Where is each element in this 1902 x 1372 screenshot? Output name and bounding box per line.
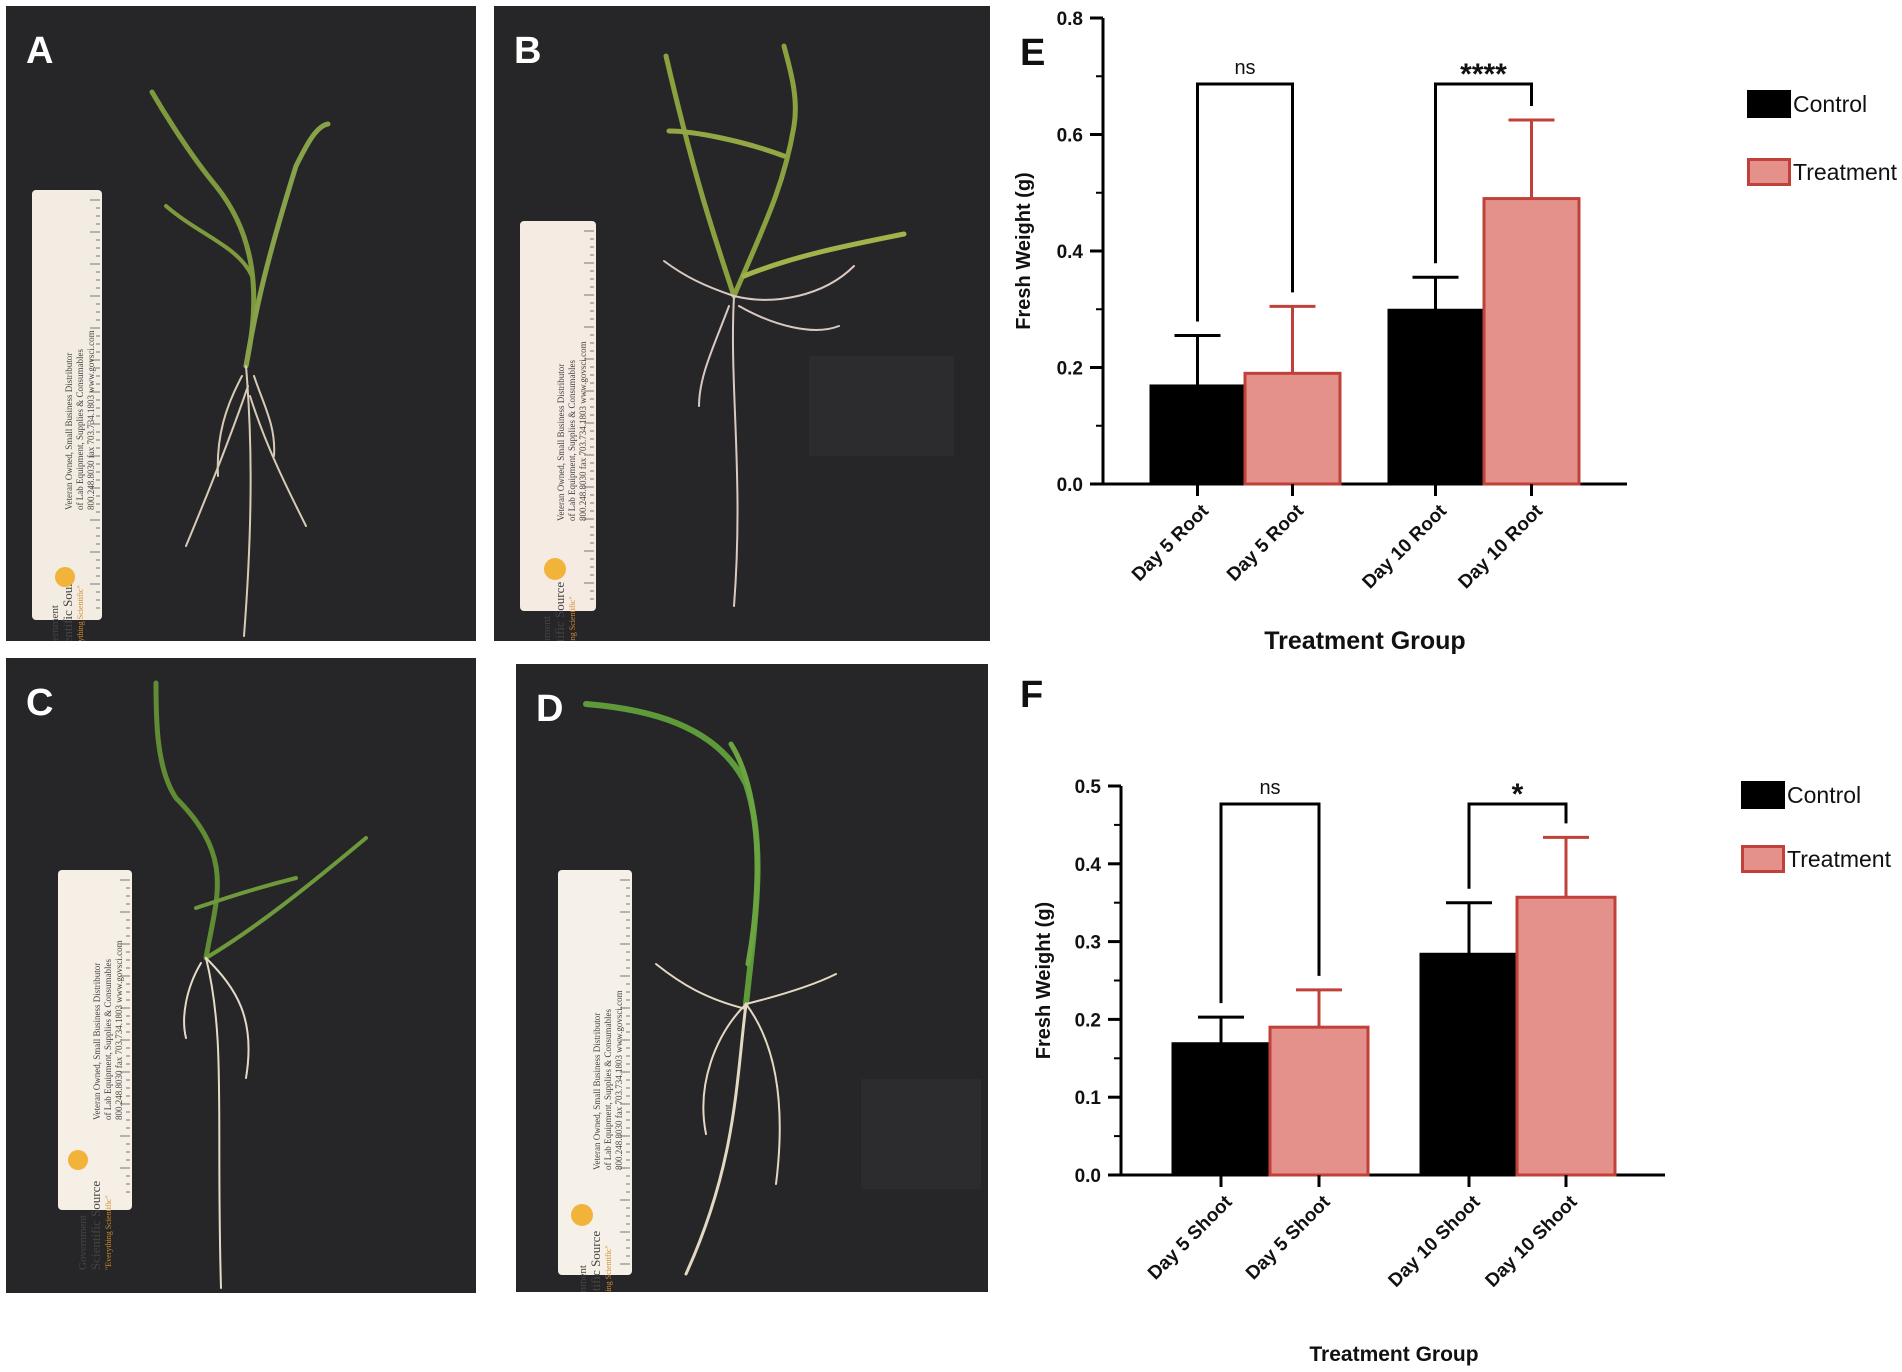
legend-swatch-control (1741, 781, 1785, 809)
y-axis-label: Fresh Weight (g) (1013, 172, 1035, 329)
ruler-text: Veteran Owned, Small Business Distributo… (49, 330, 96, 641)
photo-panel-c: Veteran Owned, Small Business Distributo… (6, 658, 476, 1293)
panel-label-b: B (514, 30, 542, 72)
ruler-b: Veteran Owned, Small Business Distributo… (520, 221, 596, 641)
legend-label-treatment: Treatment (1787, 845, 1891, 872)
bar-control (1419, 952, 1519, 1176)
ruler-d: Veteran Owned, Small Business Distributo… (558, 870, 632, 1292)
x-tick-label: Day 10 Shoot (1385, 1191, 1485, 1291)
y-tick-label: 0.0 (1057, 475, 1083, 496)
seedling-a (149, 89, 331, 637)
panel-label-e: E (1020, 32, 1046, 74)
seedling-photo-a: Veteran Owned, Small Business Distributo… (6, 6, 476, 641)
seedling-c (153, 680, 368, 1289)
ruler-text: Veteran Owned, Small Business Distributo… (77, 940, 124, 1270)
panel-label-d: D (536, 688, 564, 730)
ruler-body (520, 221, 596, 611)
legend-item-control: Control (1741, 778, 1891, 812)
y-tick-label: 0.8 (1057, 9, 1083, 30)
chart-e: 0.0 0.2 0.4 0.6 0.8 Fresh Weight (g) Day 5 Roo… (0, 0, 1902, 670)
panel-label-f: F (1020, 674, 1044, 716)
bar-treatment (1515, 895, 1617, 1177)
x-tick-label: Day 5 Shoot (1242, 1191, 1335, 1284)
ruler-logo-icon (55, 567, 75, 587)
y-tick-label: 0.4 (1075, 855, 1102, 876)
ruler-a: Veteran Owned, Small Business Distributo… (32, 190, 102, 641)
legend-item-treatment: Treatment (1747, 155, 1897, 189)
legend-f: Control Treatment (1741, 778, 1891, 910)
legend-swatch-treatment (1741, 845, 1785, 873)
y-tick-label: 0.0 (1075, 1166, 1101, 1187)
ruler-c: Veteran Owned, Small Business Distributo… (58, 870, 132, 1270)
panel-label-a: A (26, 30, 54, 72)
panel-label-c: C (26, 682, 54, 724)
y-tick-label: 0.2 (1075, 1010, 1101, 1031)
photo-panel-b: Veteran Owned, Small Business Distributo… (494, 6, 990, 641)
ruler-text: Veteran Owned, Small Business Distributo… (577, 990, 624, 1292)
y-tick-label: 0.2 (1057, 359, 1083, 380)
legend-label-treatment: Treatment (1793, 158, 1897, 185)
significance-bracket (1219, 802, 1321, 1004)
y-tick-label: 0.3 (1075, 933, 1101, 954)
y-tick-label: 0.6 (1057, 126, 1083, 147)
legend-swatch-treatment (1747, 158, 1791, 186)
legend-label-control: Control (1793, 90, 1868, 117)
ruler-logo-icon (544, 558, 566, 580)
legend-e: Control Treatment (1747, 87, 1897, 223)
ruler-body (58, 870, 132, 1210)
ruler-logo-icon (68, 1150, 88, 1170)
bar-treatment (1482, 197, 1581, 486)
seedling-photo-b: Veteran Owned, Small Business Distributo… (494, 6, 990, 641)
bar-treatment (1268, 1025, 1370, 1177)
seedling-photo-c: Veteran Owned, Small Business Distributo… (6, 658, 476, 1293)
seedling-b (663, 43, 907, 607)
seedling-photo-d: Veteran Owned, Small Business Distributo… (516, 664, 988, 1292)
legend-label-control: Control (1787, 781, 1862, 808)
y-tick-label: 0.4 (1057, 242, 1084, 263)
significance-bracket (1467, 802, 1568, 889)
x-tick-label: Day 10 Shoot (1482, 1191, 1582, 1291)
significance-bracket (1434, 82, 1533, 264)
y-axis-label: Fresh Weight (g) (1033, 902, 1055, 1059)
x-axis-label: Treatment Group (1309, 1343, 1478, 1366)
photo-panel-d: Veteran Owned, Small Business Distributo… (516, 664, 988, 1292)
bar-control (1171, 1042, 1271, 1176)
seedling-d (583, 701, 837, 1276)
x-tick-label: Day 5 Shoot (1144, 1191, 1237, 1284)
ruler-text: Veteran Owned, Small Business Distributo… (541, 341, 588, 641)
y-tick-label: 0.1 (1075, 1088, 1102, 1109)
legend-item-treatment: Treatment (1741, 842, 1891, 876)
significance-label: * (1512, 778, 1524, 811)
ruler-body (32, 190, 102, 620)
photo-panel-a: Veteran Owned, Small Business Distributo… (6, 6, 476, 641)
significance-label: ns (1234, 57, 1255, 79)
legend-item-control: Control (1747, 87, 1897, 121)
ruler-logo-icon (571, 1204, 593, 1226)
x-axis-label: Treatment Group (1264, 627, 1465, 655)
y-tick-label: 0.5 (1075, 777, 1102, 798)
significance-label: **** (1460, 58, 1507, 91)
significance-label: ns (1259, 777, 1280, 799)
ruler-body (558, 870, 632, 1275)
legend-swatch-control (1747, 90, 1791, 118)
significance-bracket (1196, 82, 1294, 322)
